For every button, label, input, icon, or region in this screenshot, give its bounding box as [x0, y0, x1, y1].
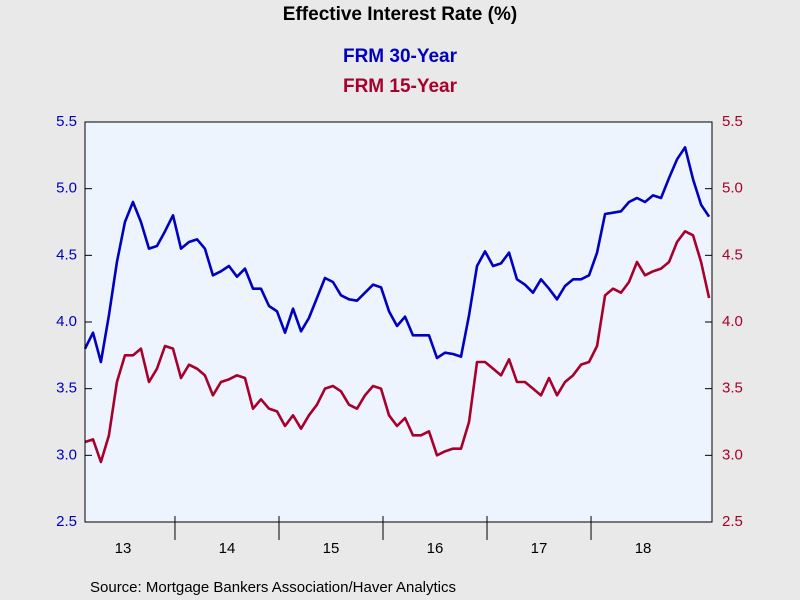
plot-area — [85, 122, 712, 522]
y-tick-label: 5.5 — [56, 113, 77, 130]
x-tick-label: 13 — [115, 540, 132, 557]
x-tick-label: 15 — [323, 540, 340, 557]
y-tick-label: 4.0 — [56, 313, 77, 330]
x-tick-label: 14 — [219, 540, 236, 557]
legend-label: FRM 15-Year — [343, 76, 458, 97]
y2-tick-label: 5.5 — [722, 113, 743, 130]
y2-tick-label: 3.0 — [722, 446, 743, 463]
y2-tick-label: 4.5 — [722, 246, 743, 263]
y-tick-label: 3.0 — [56, 446, 77, 463]
legend-label: FRM 30-Year — [343, 46, 458, 67]
y2-tick-label: 3.5 — [722, 380, 743, 397]
y-tick-label: 4.5 — [56, 246, 77, 263]
chart-title: Effective Interest Rate (%) — [283, 4, 517, 25]
y-tick-label: 2.5 — [56, 513, 77, 530]
series-line — [83, 146, 711, 364]
y2-tick-label: 5.0 — [722, 180, 743, 197]
y2-tick-label: 2.5 — [722, 513, 743, 530]
plot-frame — [84, 121, 713, 523]
source-note: Source: Mortgage Bankers Association/Hav… — [90, 579, 456, 596]
x-tick-label: 17 — [531, 540, 548, 557]
series-line — [84, 230, 711, 464]
y2-tick-label: 4.0 — [722, 313, 743, 330]
x-tick-label: 18 — [635, 540, 652, 557]
y-tick-label: 5.0 — [56, 180, 77, 197]
y-tick-label: 3.5 — [56, 380, 77, 397]
x-tick-label: 16 — [427, 540, 444, 557]
